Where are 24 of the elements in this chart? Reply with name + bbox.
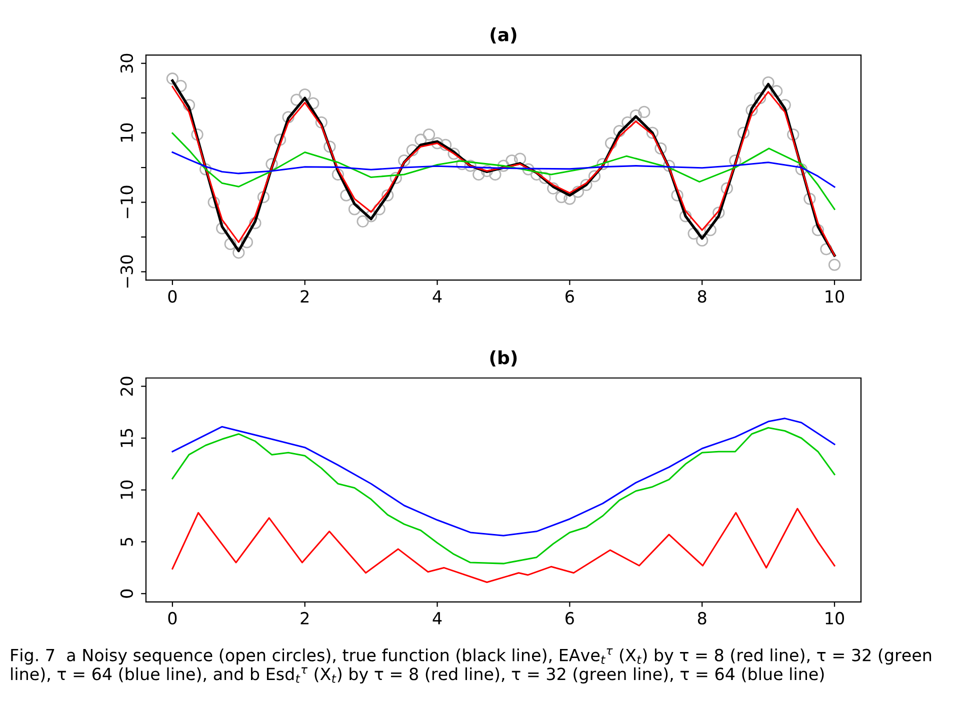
x-tick-label: 10 <box>826 612 844 625</box>
y-tick-label: −30 <box>120 255 134 288</box>
x-tick-label: 0 <box>168 290 177 303</box>
x-tick-label: 6 <box>566 290 574 303</box>
x-tick-label: 2 <box>300 290 308 302</box>
text: Fig. 7 a Noisy sequence (open circles), true function (black line), EAve$_{t}$$^{τ}$ (X$_{t}$) by τ = 8 (red line), τ = 32 (green line), τ = 64 (blue line), and b Esd$_{t}$$^{τ}$ (X$_{t}$) by τ = 8 (red line), τ = 32 (green line), τ = 64 (blue line) <box>11 648 932 684</box>
chart-title: (a) <box>490 27 516 44</box>
x-tick-label: 8 <box>698 290 706 303</box>
y-tick-label: 5 <box>120 538 134 546</box>
x-tick-label: 2 <box>300 612 308 624</box>
y-tick-label: 0 <box>120 589 134 598</box>
y-tick-label: 10 <box>120 123 134 142</box>
x-tick-label: 6 <box>566 612 574 625</box>
y-tick-label: −10 <box>120 186 134 218</box>
x-tick-label: 0 <box>168 612 177 625</box>
y-tick-label: 20 <box>120 376 134 396</box>
x-tick-label: 4 <box>432 612 442 624</box>
chart-title: (b) <box>490 350 517 366</box>
x-tick-label: 8 <box>698 612 706 625</box>
y-tick-label: 15 <box>120 428 134 447</box>
x-tick-label: 10 <box>826 290 844 303</box>
x-tick-label: 4 <box>432 290 442 302</box>
y-tick-label: 10 <box>120 480 134 499</box>
y-tick-label: 30 <box>120 54 134 73</box>
